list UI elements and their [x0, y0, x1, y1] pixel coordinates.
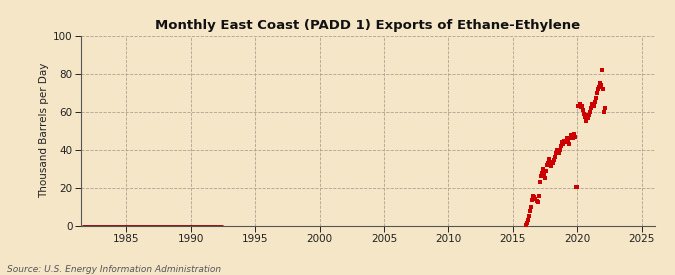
Point — [564, 142, 574, 146]
Title: Monthly East Coast (PADD 1) Exports of Ethane-Ethylene: Monthly East Coast (PADD 1) Exports of E… — [155, 19, 580, 32]
Point — [545, 164, 556, 168]
Point — [582, 113, 593, 118]
Point — [526, 205, 537, 210]
Point — [533, 200, 543, 204]
Point — [548, 158, 559, 162]
Point — [551, 147, 562, 152]
Point — [598, 87, 609, 91]
Point — [573, 104, 584, 108]
Point — [540, 176, 551, 180]
Point — [580, 119, 591, 123]
Point — [560, 140, 571, 144]
Point — [543, 161, 554, 165]
Point — [572, 185, 583, 189]
Point — [597, 68, 608, 72]
Point — [591, 90, 602, 95]
Point — [549, 155, 560, 160]
Point — [587, 102, 598, 106]
Point — [557, 140, 568, 144]
Text: Source: U.S. Energy Information Administration: Source: U.S. Energy Information Administ… — [7, 265, 221, 274]
Point — [544, 157, 555, 161]
Point — [585, 109, 595, 114]
Point — [584, 113, 595, 118]
Point — [535, 174, 546, 178]
Point — [522, 218, 533, 222]
Point — [562, 138, 573, 142]
Point — [556, 144, 567, 148]
Point — [571, 185, 582, 189]
Point — [600, 106, 611, 110]
Point — [575, 105, 586, 109]
Point — [595, 83, 606, 87]
Point — [595, 81, 605, 85]
Point — [568, 136, 578, 141]
Point — [564, 136, 575, 141]
Point — [583, 116, 593, 120]
Point — [561, 136, 572, 141]
Point — [574, 102, 585, 106]
Point — [570, 135, 580, 139]
Point — [553, 149, 564, 154]
Point — [589, 100, 600, 104]
Point — [524, 209, 535, 213]
Point — [576, 104, 587, 108]
Point — [590, 96, 601, 101]
Point — [551, 151, 562, 156]
Point — [555, 147, 566, 152]
Point — [558, 142, 569, 146]
Point — [529, 195, 540, 199]
Point — [554, 151, 564, 156]
Point — [531, 199, 542, 203]
Point — [593, 87, 603, 91]
Point — [599, 109, 610, 114]
Point — [588, 104, 599, 108]
Point — [566, 134, 577, 139]
Point — [539, 172, 549, 177]
Point — [547, 161, 558, 165]
Point — [530, 197, 541, 201]
Point — [578, 111, 589, 116]
Point — [522, 221, 533, 225]
Point — [586, 106, 597, 110]
Point — [546, 160, 557, 164]
Y-axis label: Thousand Barrels per Day: Thousand Barrels per Day — [39, 63, 49, 198]
Point — [520, 223, 531, 227]
Point — [537, 166, 548, 171]
Point — [542, 163, 553, 167]
Point — [528, 194, 539, 198]
Point — [535, 180, 545, 184]
Point — [593, 85, 604, 89]
Point — [559, 139, 570, 143]
Point — [524, 214, 535, 218]
Point — [533, 194, 544, 198]
Point — [569, 132, 580, 137]
Point — [566, 133, 576, 138]
Point — [537, 171, 547, 175]
Point — [577, 108, 588, 112]
Point — [541, 169, 551, 174]
Point — [527, 198, 538, 202]
Point — [580, 115, 591, 120]
